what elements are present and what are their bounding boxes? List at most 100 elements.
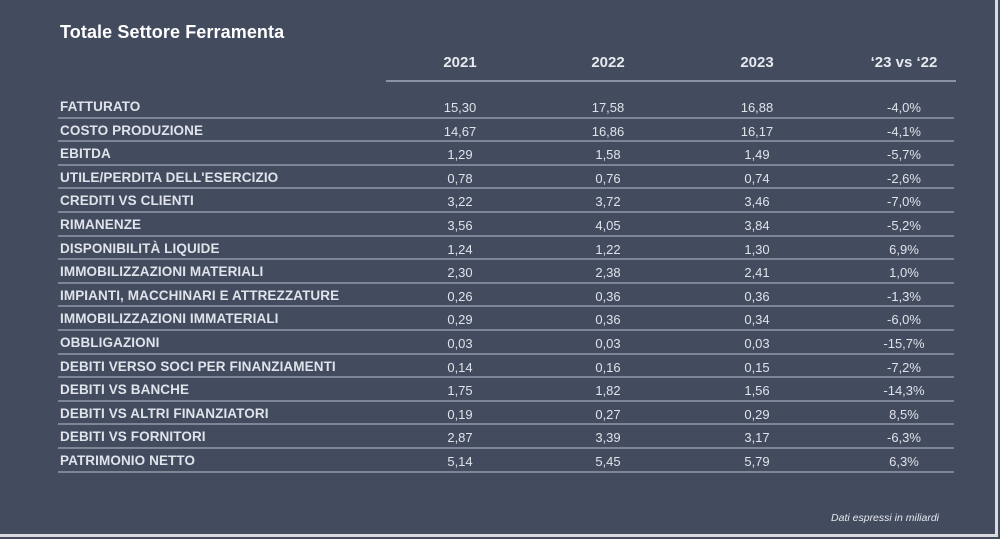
financial-table: FATTURATO 15,30 17,58 16,88 -4,0% COSTO PRODU… bbox=[58, 95, 954, 473]
table-row: IMMOBILIZZAZIONI IMMATERIALI 0,29 0,36 0,34… bbox=[58, 307, 954, 331]
table-header: 2021 2022 2023 ‘23 vs ‘22 bbox=[386, 52, 956, 82]
value-2022: 2,38 bbox=[595, 265, 621, 281]
value-delta: -1,3% bbox=[887, 288, 921, 304]
value-delta: 6,9% bbox=[889, 241, 919, 257]
value-2022: 5,45 bbox=[595, 453, 621, 469]
value-2021: 3,22 bbox=[447, 194, 473, 210]
value-delta: -5,2% bbox=[887, 217, 921, 233]
value-2021: 1,29 bbox=[447, 147, 473, 163]
value-delta: -6,3% bbox=[887, 430, 921, 446]
row-label: IMPIANTI, MACCHINARI E ATTREZZATURE bbox=[60, 287, 340, 303]
value-2022: 17,58 bbox=[591, 100, 625, 115]
value-2023: 16,88 bbox=[740, 100, 774, 115]
value-delta: -7,0% bbox=[887, 194, 921, 210]
value-2023: 0,29 bbox=[744, 406, 770, 422]
footnote: Dati espressi in miliardi bbox=[831, 512, 939, 524]
column-header-delta: ‘23 vs ‘22 bbox=[870, 54, 938, 71]
row-label: IMMOBILIZZAZIONI IMMATERIALI bbox=[60, 311, 279, 327]
value-2021: 2,30 bbox=[447, 265, 473, 281]
row-label: UTILE/PERDITA DELL'ESERCIZIO bbox=[60, 169, 279, 185]
value-2022: 1,58 bbox=[595, 147, 621, 163]
value-2023: 3,17 bbox=[744, 430, 770, 446]
value-delta: -7,2% bbox=[887, 359, 921, 375]
row-label: DEBITI VERSO SOCI PER FINANZIAMENTI bbox=[60, 358, 336, 374]
table-row: UTILE/PERDITA DELL'ESERCIZIO 0,78 0,76 0,74… bbox=[58, 166, 954, 190]
value-2023: 1,49 bbox=[744, 147, 770, 163]
value-2021: 5,14 bbox=[447, 453, 473, 469]
value-2021: 2,87 bbox=[447, 430, 473, 446]
value-2022: 0,36 bbox=[595, 312, 621, 328]
value-2021: 0,19 bbox=[447, 406, 473, 422]
table-row: DISPONIBILITÀ LIQUIDE 1,24 1,22 1,30 6,9% bbox=[58, 237, 954, 261]
value-2021: 0,29 bbox=[447, 312, 473, 328]
row-label: CREDITI VS CLIENTI bbox=[60, 193, 194, 209]
value-2022: 16,86 bbox=[591, 123, 625, 139]
table-row: DEBITI VS FORNITORI 2,87 3,39 3,17 -6,3% bbox=[58, 425, 954, 449]
value-delta: -6,0% bbox=[887, 312, 921, 328]
row-label: COSTO PRODUZIONE bbox=[60, 122, 204, 138]
value-2022: 0,16 bbox=[595, 359, 621, 375]
table-row: FATTURATO 15,30 17,58 16,88 -4,0% bbox=[58, 95, 954, 119]
value-delta: -4,0% bbox=[887, 100, 921, 115]
row-label: FATTURATO bbox=[60, 99, 141, 114]
table-row: CREDITI VS CLIENTI 3,22 3,72 3,46 -7,0% bbox=[58, 189, 954, 213]
value-2023: 16,17 bbox=[740, 123, 774, 139]
value-delta: -4,1% bbox=[887, 123, 921, 139]
value-2022: 1,82 bbox=[595, 383, 621, 399]
value-2021: 0,14 bbox=[447, 359, 473, 375]
value-2021: 0,78 bbox=[447, 170, 473, 186]
value-2021: 0,03 bbox=[447, 335, 473, 351]
table-row: IMMOBILIZZAZIONI MATERIALI 2,30 2,38 2,41 1,… bbox=[58, 260, 954, 284]
row-label: DEBITI VS ALTRI FINANZIATORI bbox=[60, 405, 269, 421]
value-delta: -14,3% bbox=[883, 383, 925, 399]
table-row: RIMANENZE 3,56 4,05 3,84 -5,2% bbox=[58, 213, 954, 237]
value-delta: -5,7% bbox=[887, 147, 921, 163]
value-2022: 0,76 bbox=[595, 170, 621, 186]
row-label: IMMOBILIZZAZIONI MATERIALI bbox=[60, 264, 264, 280]
value-2023: 0,74 bbox=[744, 170, 770, 186]
value-2021: 15,30 bbox=[443, 100, 477, 115]
row-label: RIMANENZE bbox=[60, 216, 142, 232]
value-2023: 5,79 bbox=[744, 453, 770, 469]
value-2023: 2,41 bbox=[744, 265, 770, 281]
value-delta: 1,0% bbox=[889, 265, 919, 281]
column-header-2022: 2022 bbox=[591, 54, 625, 71]
value-2023: 0,15 bbox=[744, 359, 770, 375]
table-row: DEBITI VS BANCHE 1,75 1,82 1,56 -14,3% bbox=[58, 378, 954, 402]
value-2021: 1,24 bbox=[447, 241, 473, 257]
value-2021: 1,75 bbox=[447, 383, 473, 399]
table-row: OBBLIGAZIONI 0,03 0,03 0,03 -15,7% bbox=[58, 331, 954, 355]
table-row: EBITDA 1,29 1,58 1,49 -5,7% bbox=[58, 142, 954, 166]
value-2022: 0,03 bbox=[595, 335, 621, 351]
column-header-2023: 2023 bbox=[740, 54, 774, 71]
value-2021: 0,26 bbox=[447, 288, 473, 304]
row-label: DEBITI VS BANCHE bbox=[60, 382, 190, 398]
row-label: OBBLIGAZIONI bbox=[60, 334, 160, 350]
row-label: DISPONIBILITÀ LIQUIDE bbox=[60, 240, 220, 256]
value-2023: 1,56 bbox=[744, 383, 770, 399]
table-row: DEBITI VS ALTRI FINANZIATORI 0,19 0,27 0,29… bbox=[58, 402, 954, 426]
table-row: IMPIANTI, MACCHINARI E ATTREZZATURE 0,26 0… bbox=[58, 284, 954, 308]
page-title: Totale Settore Ferramenta bbox=[60, 22, 285, 42]
value-2022: 1,22 bbox=[595, 241, 621, 257]
table-row: PATRIMONIO NETTO 5,14 5,45 5,79 6,3% bbox=[58, 449, 954, 473]
value-delta: 8,5% bbox=[889, 406, 919, 422]
row-label: PATRIMONIO NETTO bbox=[60, 452, 196, 468]
value-2022: 4,05 bbox=[595, 217, 621, 233]
value-2022: 0,27 bbox=[595, 406, 621, 422]
value-2022: 0,36 bbox=[595, 288, 621, 304]
value-delta: -2,6% bbox=[887, 170, 921, 186]
value-delta: -15,7% bbox=[883, 335, 925, 351]
value-2023: 0,36 bbox=[744, 288, 770, 304]
value-2022: 3,72 bbox=[595, 194, 621, 210]
value-2023: 0,34 bbox=[744, 312, 770, 328]
value-delta: 6,3% bbox=[889, 453, 919, 469]
column-header-2021: 2021 bbox=[443, 54, 477, 71]
value-2023: 0,03 bbox=[744, 335, 770, 351]
table-row: COSTO PRODUZIONE 14,67 16,86 16,17 -4,1% bbox=[58, 119, 954, 143]
value-2023: 3,84 bbox=[744, 217, 770, 233]
value-2023: 1,30 bbox=[744, 241, 770, 257]
table-row: DEBITI VERSO SOCI PER FINANZIAMENTI 0,14 0… bbox=[58, 355, 954, 379]
value-2023: 3,46 bbox=[744, 194, 770, 210]
